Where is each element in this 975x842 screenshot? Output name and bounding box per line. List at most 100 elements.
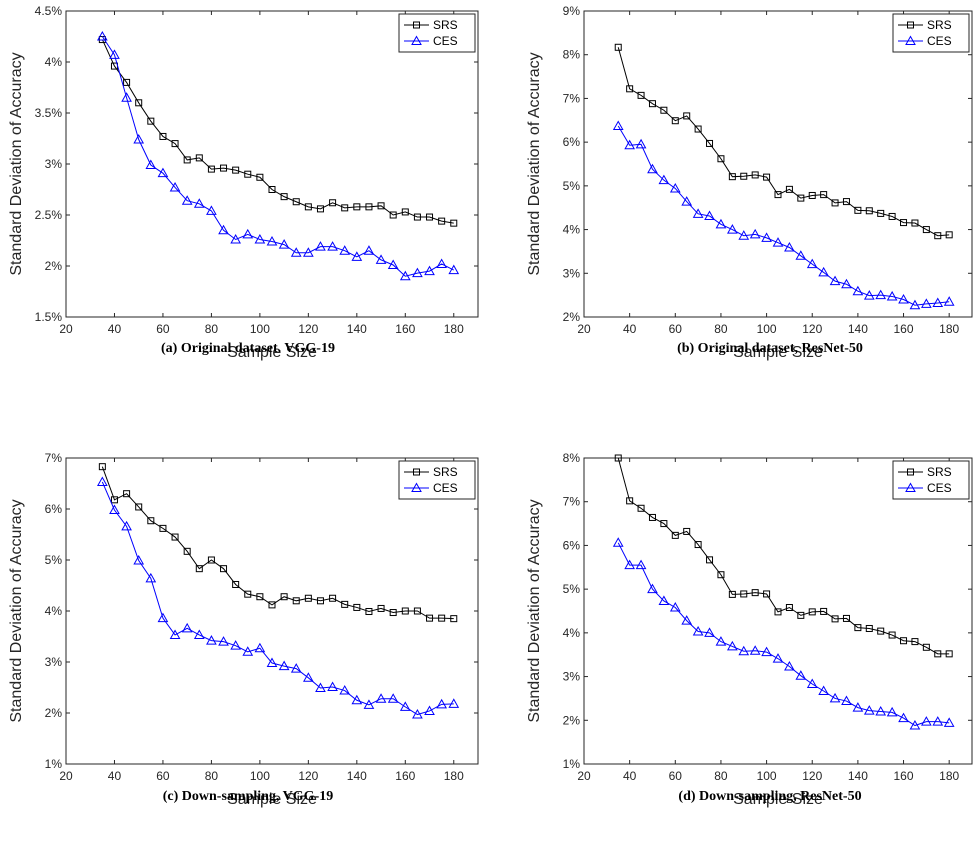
data-point-srs — [683, 527, 691, 535]
data-point-srs — [220, 164, 228, 172]
legend-label-ces: CES — [927, 34, 952, 48]
y-tick-label: 3.5% — [35, 106, 63, 120]
data-point-srs — [877, 627, 885, 635]
data-point-srs — [341, 204, 349, 212]
y-tick-label: 5% — [563, 582, 581, 596]
x-tick-label: 160 — [894, 769, 914, 783]
data-point-ces — [818, 266, 830, 277]
data-point-srs — [694, 125, 702, 133]
data-point-srs — [740, 172, 748, 180]
data-point-srs — [785, 185, 793, 193]
y-tick-label: 4% — [563, 223, 581, 237]
data-point-srs — [945, 650, 953, 658]
data-point-ces — [852, 702, 864, 712]
legend-label-ces: CES — [433, 481, 458, 495]
data-point-srs — [159, 524, 167, 532]
data-point-srs — [147, 117, 155, 125]
data-point-ces — [327, 241, 338, 251]
data-point-ces — [920, 298, 932, 308]
data-point-srs — [706, 139, 714, 147]
data-point-ces — [363, 699, 375, 709]
data-point-ces — [841, 695, 852, 706]
legend-label-ces: CES — [433, 34, 458, 48]
data-point-srs — [110, 496, 118, 504]
data-point-srs — [413, 213, 421, 221]
x-tick-label: 120 — [802, 769, 822, 783]
chart-caption: (d) Down-sampling, ResNet-50 — [678, 789, 861, 804]
data-point-ces — [109, 504, 120, 515]
x-tick-label: 180 — [444, 322, 464, 336]
data-point-srs — [831, 199, 839, 207]
data-point-srs — [232, 580, 240, 588]
data-point-ces — [278, 239, 290, 249]
x-tick-label: 140 — [347, 769, 367, 783]
data-point-srs — [329, 199, 337, 207]
data-point-ces — [133, 554, 145, 565]
data-point-srs — [207, 165, 215, 173]
data-point-ces — [206, 205, 217, 215]
y-tick-label: 7% — [563, 91, 581, 105]
data-point-ces — [412, 709, 423, 719]
x-tick-label: 160 — [395, 769, 415, 783]
legend-label-srs: SRS — [433, 18, 458, 32]
data-point-srs — [256, 173, 264, 181]
data-point-srs — [831, 615, 839, 623]
data-point-ces — [351, 694, 363, 705]
data-point-srs — [922, 226, 930, 234]
x-tick-label: 120 — [802, 322, 822, 336]
data-point-ces — [738, 230, 750, 240]
chart-0: 20 40 60 80 100 120 140 160 180 1.5% 2% 2.5% 3% 3.5% 4… — [8, 4, 479, 361]
x-tick-label: 40 — [108, 322, 122, 336]
data-point-srs — [797, 611, 805, 619]
data-point-srs — [717, 571, 725, 579]
y-tick-label: 4% — [45, 55, 63, 69]
data-point-srs — [888, 212, 896, 220]
legend-marker-srs — [907, 468, 914, 476]
data-point-srs — [854, 624, 862, 632]
data-point-srs — [842, 198, 850, 206]
data-point-ces — [254, 233, 266, 244]
data-point-ces — [886, 706, 898, 717]
data-point-ces — [218, 636, 229, 646]
data-point-ces — [784, 660, 795, 671]
data-point-ces — [875, 706, 887, 716]
data-point-ces — [424, 265, 435, 276]
data-point-srs — [728, 173, 736, 181]
data-point-ces — [624, 139, 636, 150]
x-tick-label: 140 — [848, 769, 868, 783]
x-tick-label: 20 — [577, 769, 591, 783]
data-point-ces — [624, 559, 636, 570]
data-point-srs — [329, 594, 337, 602]
chart-1: 20 40 60 80 100 120 140 160 180 2% 3% 4% 5% 6% 7% 8% 9% S… — [526, 4, 973, 361]
series-line-ces — [101, 481, 454, 716]
y-tick-label: 9% — [563, 4, 581, 18]
y-tick-label: 7% — [563, 495, 581, 509]
legend-label-srs: SRS — [433, 465, 458, 479]
y-tick-label: 1% — [563, 757, 581, 771]
x-tick-label: 60 — [669, 769, 683, 783]
data-point-ces — [242, 228, 254, 239]
data-point-ces — [436, 258, 448, 268]
data-point-srs — [268, 601, 276, 609]
x-tick-label: 140 — [848, 322, 868, 336]
data-point-ces — [943, 296, 955, 306]
plot-frame — [583, 10, 973, 318]
data-point-srs — [401, 607, 409, 615]
x-tick-label: 20 — [59, 322, 73, 336]
data-point-ces — [424, 705, 435, 715]
x-tick-label: 160 — [395, 322, 415, 336]
y-tick-label: 5% — [45, 553, 63, 567]
data-point-srs — [183, 547, 191, 555]
data-point-srs — [660, 520, 668, 528]
data-point-srs — [671, 531, 679, 539]
data-point-ces — [339, 245, 351, 255]
data-point-ces — [302, 672, 314, 682]
x-tick-label: 160 — [894, 322, 914, 336]
data-point-ces — [647, 583, 658, 594]
data-point-ces — [218, 224, 229, 235]
data-point-srs — [316, 205, 324, 213]
data-point-ces — [157, 612, 169, 623]
x-tick-label: 140 — [347, 322, 367, 336]
data-point-ces — [692, 208, 704, 218]
x-tick-label: 80 — [714, 769, 728, 783]
